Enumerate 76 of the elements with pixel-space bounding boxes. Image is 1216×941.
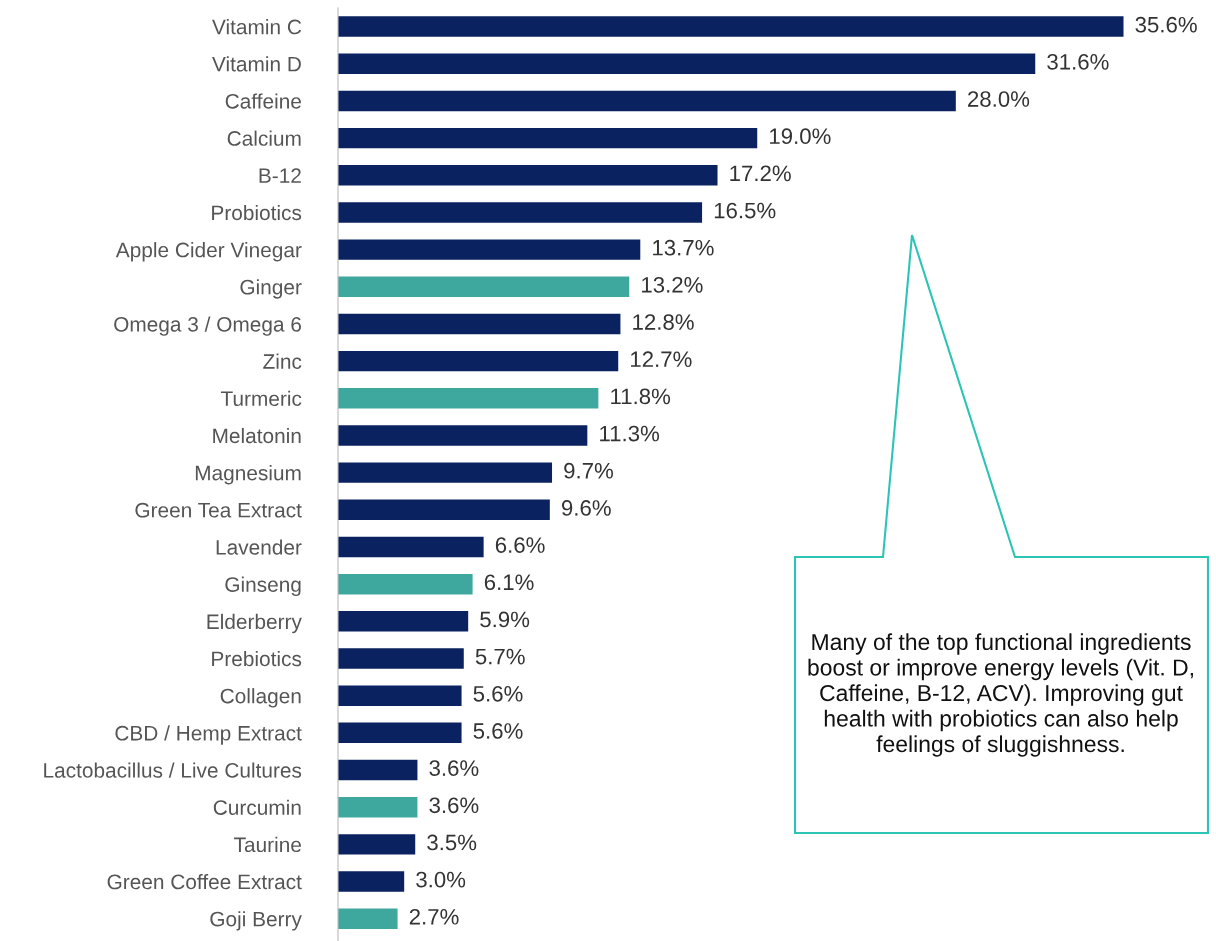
data-label: 5.6% — [473, 685, 523, 702]
bar — [338, 276, 630, 298]
y-tick-label: Ginseng — [225, 576, 301, 597]
y-tick-label: Calcium — [227, 130, 301, 146]
data-label: 12.8% — [633, 314, 694, 330]
data-label: 5.6% — [473, 723, 523, 739]
data-label: 17.2% — [730, 165, 791, 182]
y-tick-label: Lactobacillus / Live Cultures — [44, 762, 302, 778]
bar — [338, 388, 599, 409]
y-tick-label: CBD / Hemp Extract — [115, 725, 302, 745]
bar — [338, 499, 550, 521]
bar — [338, 127, 758, 149]
bar — [338, 573, 473, 595]
y-tick-label: Melatonin — [213, 427, 301, 444]
bar — [338, 722, 462, 744]
data-label: 11.8% — [611, 388, 671, 405]
data-label: 13.7% — [653, 239, 714, 256]
bar — [338, 350, 619, 372]
bar — [338, 313, 621, 335]
data-label: 6.6% — [495, 537, 545, 553]
data-label: 31.6% — [1047, 53, 1109, 70]
y-tick-label: Zinc — [263, 353, 302, 369]
bar — [338, 239, 641, 260]
y-tick-label: Vitamin C — [212, 19, 302, 35]
bar — [338, 759, 418, 781]
data-label: 13.2% — [642, 277, 703, 293]
data-label: 3.5% — [427, 834, 477, 851]
y-tick-label: Ginger — [240, 279, 302, 299]
data-label: 3.6% — [429, 797, 479, 814]
bar — [338, 462, 553, 483]
y-tick-label: Caffeine — [225, 93, 301, 109]
bar — [338, 536, 484, 558]
y-tick-label: Goji Berry — [210, 911, 302, 931]
data-label: 19.0% — [770, 128, 831, 145]
bar — [338, 53, 1036, 74]
bar — [338, 611, 469, 632]
y-tick-label: Lavender — [216, 539, 302, 555]
y-tick-label: Curcumin — [213, 799, 301, 815]
data-label: 2.7% — [409, 908, 459, 925]
data-label: 5.7% — [475, 648, 525, 665]
data-label: 3.0% — [416, 871, 466, 888]
y-tick-label: Omega 3 / Omega 6 — [114, 316, 301, 336]
bar — [338, 16, 1124, 37]
data-label: 35.6% — [1135, 16, 1197, 33]
bar — [338, 685, 462, 706]
data-label: 6.1% — [484, 574, 534, 591]
bar — [338, 834, 416, 855]
y-tick-label: Prebiotics — [212, 650, 302, 667]
bar — [338, 425, 588, 446]
y-tick-label: Green Coffee Extract — [107, 874, 302, 890]
data-label: 9.6% — [561, 500, 611, 516]
y-tick-label: Turmeric — [220, 390, 302, 407]
data-label: 9.7% — [564, 462, 613, 479]
annotation: Many of the top functional ingredients boost or improve energy levels (Vit. D, Caffeine, B-12, ACV). Improving gut health with probiotics can also help feelings of sluggishness. — [808, 633, 1193, 757]
bar — [338, 165, 718, 186]
data-label: 5.9% — [480, 611, 530, 628]
bar — [338, 796, 418, 818]
y-tick-label: Taurine — [234, 836, 301, 853]
y-tick-label: B-12 — [259, 168, 301, 183]
data-label: 16.5% — [714, 202, 776, 219]
bar — [338, 202, 703, 223]
bar — [338, 648, 464, 669]
data-label: 11.3% — [600, 425, 660, 442]
y-tick-label: Magnesium — [195, 465, 301, 485]
y-tick-label: Collagen — [220, 688, 301, 708]
data-label: 3.6% — [429, 760, 479, 776]
y-tick-label: Elderberry — [207, 613, 302, 634]
data-label: 12.7% — [631, 351, 692, 368]
data-label: 28.0% — [968, 91, 1030, 107]
y-tick-label: Vitamin D — [212, 56, 301, 72]
bar — [338, 908, 398, 929]
y-tick-label: Apple Cider Vinegar — [115, 242, 302, 262]
y-tick-label: Green Tea Extract — [135, 502, 302, 518]
bar — [338, 90, 956, 112]
bar — [338, 871, 405, 892]
y-tick-label: Probiotics — [212, 204, 302, 221]
